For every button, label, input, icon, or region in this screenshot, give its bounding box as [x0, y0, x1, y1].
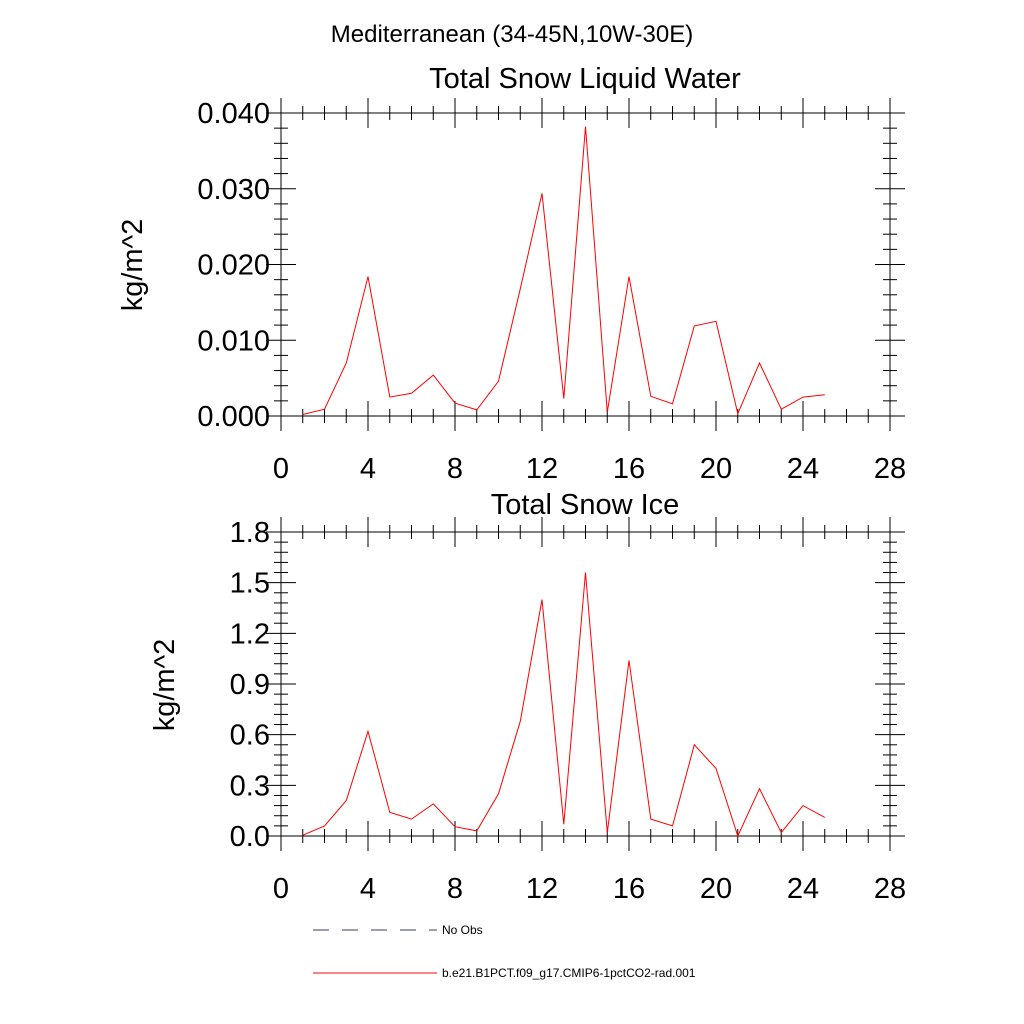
y-tick-label: 0.030	[197, 174, 270, 206]
y-tick-label: 0.020	[197, 250, 270, 282]
x-tick-label: 0	[273, 453, 289, 485]
y-tick-label: 0.3	[230, 770, 270, 802]
legend-label-no-obs: No Obs	[442, 923, 483, 937]
panel-title: Total Snow Liquid Water	[429, 63, 741, 95]
x-tick-label: 20	[700, 873, 732, 905]
y-tick-label: 1.2	[230, 618, 270, 650]
x-tick-label: 0	[273, 873, 289, 905]
y-axis-label: kg/m^2	[149, 639, 181, 732]
panel-title: Total Snow Ice	[491, 489, 680, 521]
y-tick-label: 0.010	[197, 325, 270, 357]
y-tick-label: 0.040	[197, 98, 270, 130]
y-tick-label: 0.9	[230, 669, 270, 701]
panel-snow-ice: Total Snow Ice kg/m^2 0 4 8 12 16 20 24 28 0.0 0.…	[149, 489, 906, 905]
x-tick-label: 16	[613, 453, 645, 485]
x-tick-label: 12	[526, 873, 558, 905]
y-tick-label: 0.6	[230, 720, 270, 752]
series-line	[302, 572, 826, 838]
figure-suptitle: Mediterranean (34-45N,10W-30E)	[331, 21, 693, 48]
x-tick-label: 16	[613, 873, 645, 905]
series-line	[302, 126, 825, 416]
x-tick-label: 8	[447, 453, 463, 485]
y-tick-label: 1.5	[230, 568, 270, 600]
x-tick-label: 8	[447, 873, 463, 905]
x-tick-label: 28	[874, 873, 906, 905]
x-tick-label: 12	[526, 453, 558, 485]
y-axis-label: kg/m^2	[117, 219, 149, 312]
x-tick-label: 4	[360, 873, 376, 905]
x-tick-label: 28	[874, 453, 906, 485]
legend: No Obs b.e21.B1PCT.f09_g17.CMIP6-1pctCO2…	[313, 923, 696, 980]
x-tick-label: 24	[787, 453, 819, 485]
y-tick-label: 1.8	[230, 517, 270, 549]
x-tick-label: 4	[360, 453, 376, 485]
x-tick-label: 20	[700, 453, 732, 485]
x-tick-label: 24	[787, 873, 819, 905]
y-tick-label: 0.000	[197, 401, 270, 433]
legend-label-model: b.e21.B1PCT.f09_g17.CMIP6-1pctCO2-rad.00…	[442, 966, 696, 980]
y-tick-label: 0.0	[230, 821, 270, 853]
panel-snow-liquid-water: Total Snow Liquid Water kg/m^2 0 4 8 12 16 20…	[117, 63, 906, 485]
